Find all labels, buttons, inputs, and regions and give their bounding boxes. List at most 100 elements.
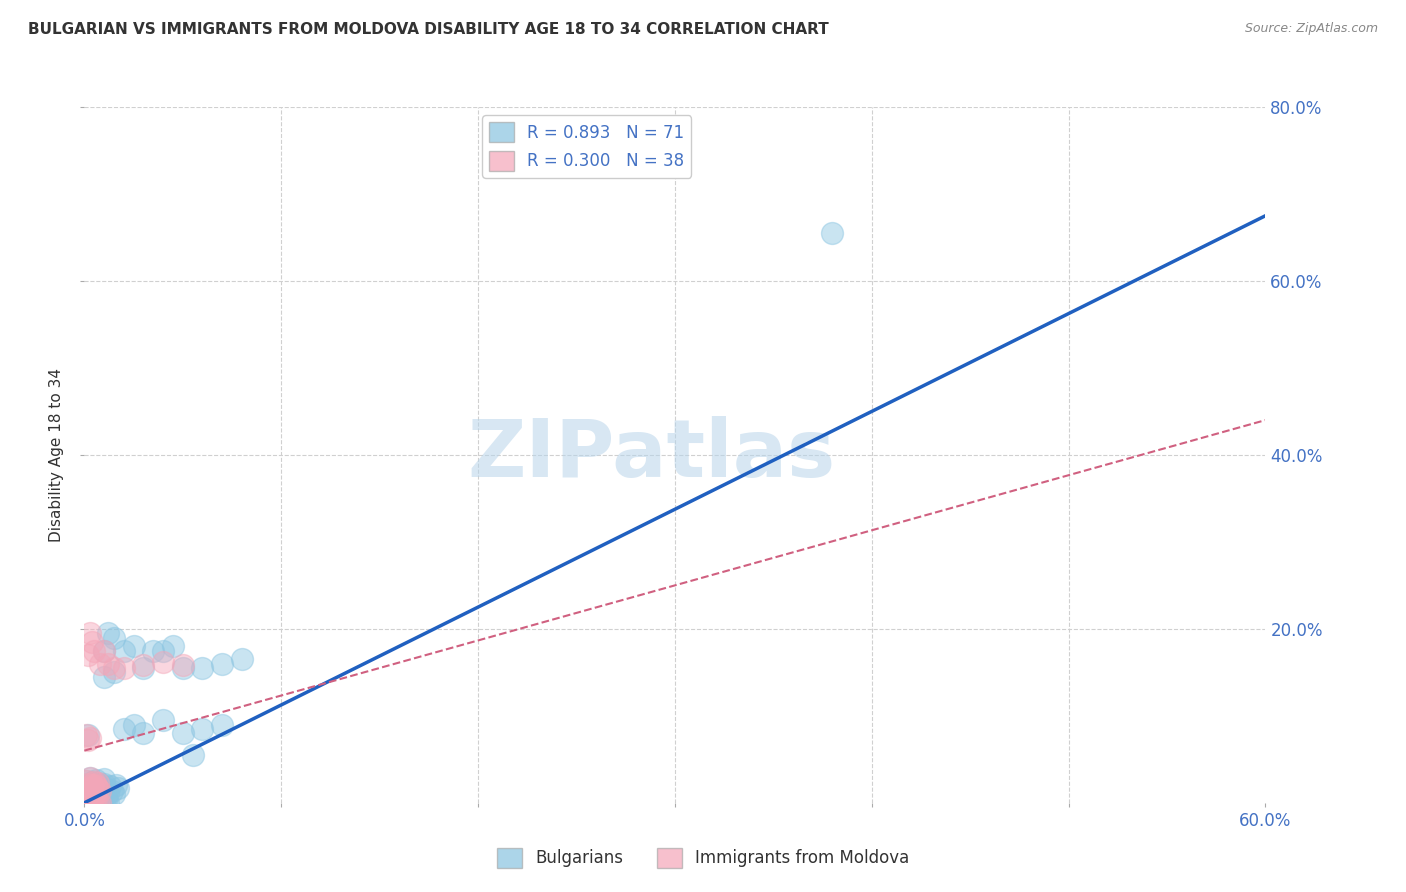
Point (132, 726, 155, 740)
Point (84, 792, 107, 806)
Point (79, 731, 101, 745)
Point (104, 778, 127, 792)
Point (82, 789, 104, 804)
Point (77, 787, 100, 801)
Point (79, 626, 101, 640)
Point (93, 670, 115, 684)
Point (103, 631, 125, 645)
Point (89, 779, 111, 793)
Legend: Bulgarians, Immigrants from Moldova: Bulgarians, Immigrants from Moldova (491, 841, 915, 875)
Point (91, 794, 114, 808)
Point (122, 717, 145, 731)
Point (79, 785, 101, 799)
Point (82, 780, 104, 794)
Y-axis label: Disability Age 18 to 34: Disability Age 18 to 34 (49, 368, 65, 542)
Point (84, 792, 107, 806)
Point (112, 661, 135, 675)
Point (77, 733, 100, 747)
Point (75, 774, 97, 789)
Point (83, 796, 105, 810)
Point (231, 652, 253, 666)
Point (79, 772, 101, 786)
Point (98, 779, 121, 793)
Point (87, 795, 110, 809)
Point (191, 661, 214, 675)
Point (77, 648, 100, 662)
Point (93, 795, 115, 809)
Point (83, 778, 105, 792)
Point (93, 643, 115, 657)
Point (172, 661, 194, 675)
Point (77, 728, 100, 742)
Point (91, 783, 114, 797)
Point (75, 774, 97, 789)
Point (79, 792, 101, 806)
Point (82, 793, 104, 807)
Point (82, 778, 104, 792)
Point (82, 789, 104, 803)
Point (162, 639, 184, 653)
Point (79, 782, 101, 797)
Point (83, 643, 105, 657)
Point (83, 785, 105, 799)
Legend: R = 0.893   N = 71, R = 0.300   N = 38: R = 0.893 N = 71, R = 0.300 N = 38 (482, 115, 692, 178)
Point (103, 661, 125, 675)
Point (83, 796, 105, 810)
Point (181, 747, 204, 762)
Point (89, 796, 111, 810)
Point (132, 658, 155, 673)
Point (75, 791, 97, 805)
Point (94, 793, 117, 807)
Point (82, 794, 104, 808)
Point (211, 717, 233, 731)
Point (79, 795, 101, 809)
Point (211, 657, 233, 671)
Point (77, 782, 100, 797)
Point (87, 776, 110, 790)
Point (142, 643, 165, 657)
Point (89, 783, 111, 797)
Point (75, 728, 97, 742)
Point (821, 226, 844, 240)
Point (93, 777, 115, 791)
Point (87, 780, 110, 794)
Point (79, 795, 101, 809)
Point (93, 643, 115, 657)
Text: Source: ZipAtlas.com: Source: ZipAtlas.com (1244, 22, 1378, 36)
Point (191, 722, 214, 736)
Point (94, 781, 117, 796)
Point (97, 786, 120, 800)
Point (152, 713, 174, 727)
Point (89, 796, 111, 810)
Point (89, 788, 111, 802)
Point (82, 775, 104, 789)
Point (77, 794, 100, 808)
Point (83, 775, 105, 789)
Point (77, 793, 100, 807)
Point (75, 796, 97, 810)
Point (84, 778, 107, 792)
Point (89, 657, 111, 671)
Point (87, 781, 110, 796)
Point (87, 791, 110, 805)
Point (84, 778, 107, 792)
Point (97, 796, 120, 810)
Point (87, 776, 110, 790)
Point (89, 794, 111, 808)
Point (77, 777, 100, 791)
Point (83, 789, 105, 803)
Point (75, 787, 97, 801)
Point (91, 778, 114, 792)
Point (103, 787, 125, 801)
Point (93, 772, 115, 787)
Point (107, 780, 129, 795)
Point (122, 639, 145, 653)
Point (112, 643, 135, 657)
Point (132, 661, 155, 675)
Point (77, 777, 100, 791)
Point (84, 773, 107, 788)
Point (172, 726, 194, 740)
Text: BULGARIAN VS IMMIGRANTS FROM MOLDOVA DISABILITY AGE 18 TO 34 CORRELATION CHART: BULGARIAN VS IMMIGRANTS FROM MOLDOVA DIS… (28, 22, 830, 37)
Point (75, 796, 97, 810)
Point (152, 643, 174, 657)
